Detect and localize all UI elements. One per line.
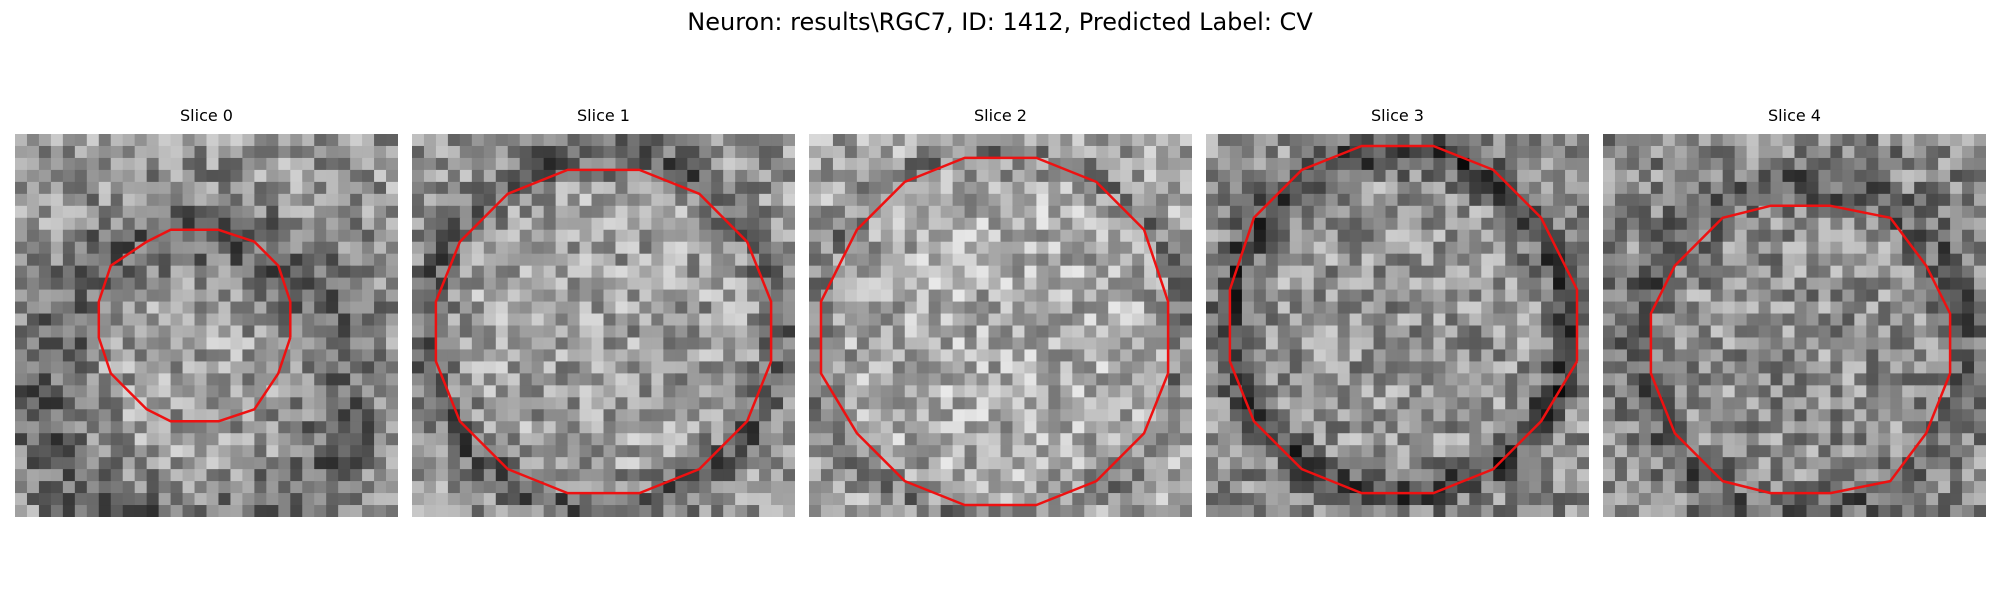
slice-title-0: Slice 0 <box>180 106 233 125</box>
cell-outline <box>97 228 292 423</box>
slice-title-3: Slice 3 <box>1371 106 1424 125</box>
slice-image-2 <box>809 134 1192 517</box>
slice-image-1 <box>412 134 795 517</box>
figure-title: Neuron: results\RGC7, ID: 1412, Predicte… <box>687 8 1313 36</box>
slice-image-3 <box>1206 134 1589 517</box>
cell-outline <box>819 156 1170 507</box>
slice-image-4 <box>1603 134 1986 517</box>
slice-title-4: Slice 4 <box>1768 106 1821 125</box>
slice-title-1: Slice 1 <box>577 106 630 125</box>
cell-outline <box>434 168 773 495</box>
slice-image-0 <box>15 134 398 517</box>
cell-outline <box>1228 144 1579 495</box>
slice-title-2: Slice 2 <box>974 106 1027 125</box>
cell-outline <box>1649 204 1952 495</box>
